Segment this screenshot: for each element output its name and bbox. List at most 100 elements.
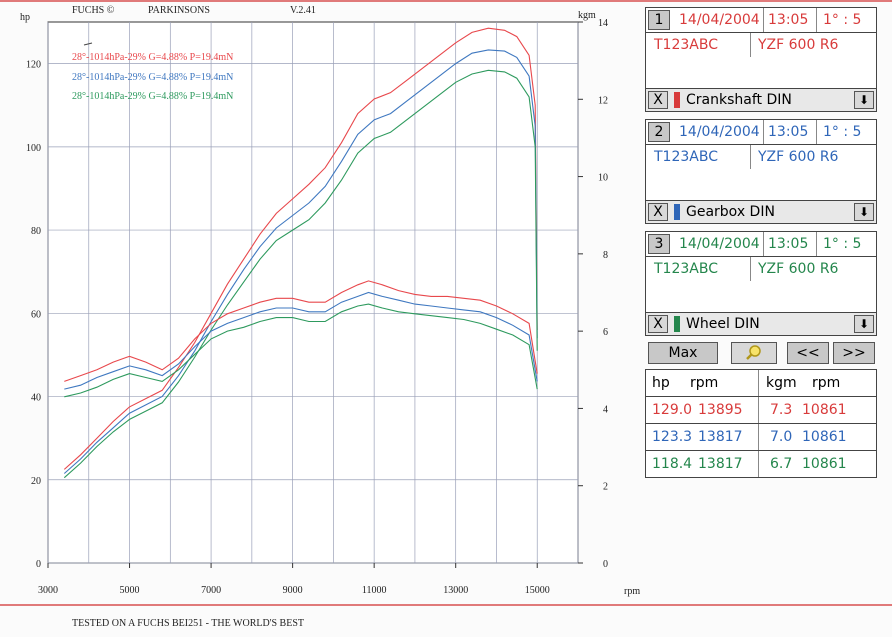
table-row: 123.3 13817 7.0 10861	[646, 423, 876, 450]
peak-kgm-rpm: 10861	[802, 402, 847, 418]
torque-curve-1	[64, 280, 538, 382]
y-right-tick-label: 8	[603, 250, 608, 261]
run-3-model: YZF 600 R6	[758, 261, 839, 277]
y-right-tick-label: 6	[603, 327, 608, 338]
y-left-tick-label: 20	[31, 476, 41, 487]
header-hp: hp	[652, 375, 670, 391]
magnifier-icon	[746, 345, 761, 360]
run-3-registration: T123ABC	[654, 261, 718, 277]
run-1-model: YZF 600 R6	[758, 37, 839, 53]
max-button[interactable]: Max	[648, 342, 718, 364]
legend-entry-2: 28°-1014hPa-29% G=4.88% P=19.4mN	[72, 72, 234, 83]
y-right-tick-label: 2	[603, 482, 608, 493]
run-1-header: 1 14/04/2004 13:05 1° : 5	[645, 7, 877, 33]
run-1-vehicle: T123ABC YZF 600 R6	[645, 33, 877, 59]
y-right-tick-label: 14	[598, 18, 608, 29]
run-3-color-swatch	[674, 316, 680, 332]
run-1-correction-select[interactable]: X Crankshaft DIN ⬇	[645, 88, 877, 112]
run-3-close-button[interactable]: X	[648, 315, 668, 333]
torque-curve-3	[64, 303, 538, 398]
x-tick-label: 7000	[201, 585, 221, 596]
chevron-down-icon[interactable]: ⬇	[854, 203, 874, 221]
run-1-notes	[645, 58, 877, 88]
run-3-date: 14/04/2004	[679, 236, 760, 252]
peak-hp: 118.4	[652, 456, 693, 472]
run-3-correction-label: Wheel DIN	[686, 316, 760, 332]
chevron-down-icon[interactable]: ⬇	[854, 315, 874, 333]
run-2-model: YZF 600 R6	[758, 149, 839, 165]
shop-label: PARKINSONS	[148, 5, 210, 16]
legend-mark	[83, 42, 93, 46]
peak-kgm-rpm: 10861	[802, 456, 847, 472]
run-1-correction-label: Crankshaft DIN	[686, 92, 792, 108]
run-1-gear: 1° : 5	[823, 12, 862, 28]
run-1-registration: T123ABC	[654, 37, 718, 53]
y-right-tick-label: 10	[598, 173, 608, 184]
run-2-select-button[interactable]: 2	[648, 122, 670, 142]
plot-frame	[47, 21, 579, 564]
run-3-header: 3 14/04/2004 13:05 1° : 5	[645, 231, 877, 257]
previous-button[interactable]: <<	[787, 342, 829, 364]
x-tick-label: 9000	[283, 585, 303, 596]
peak-hp-rpm: 13817	[698, 456, 743, 472]
run-2-registration: T123ABC	[654, 149, 718, 165]
run-2-close-button[interactable]: X	[648, 203, 668, 221]
next-button[interactable]: >>	[833, 342, 875, 364]
x-axis-title: rpm	[624, 586, 640, 597]
torque-curve-2	[64, 291, 538, 390]
header-rpm-power: rpm	[690, 375, 719, 391]
y-left-tick-label: 40	[31, 393, 41, 404]
peak-kgm: 7.3	[770, 402, 793, 418]
y-left-tick-label: 60	[31, 309, 41, 320]
run-3-time: 13:05	[768, 236, 809, 252]
run-3-correction-select[interactable]: X Wheel DIN ⬇	[645, 312, 877, 336]
run-1-select-button[interactable]: 1	[648, 10, 670, 30]
legend-entry-3: 28°-1014hPa-29% G=4.88% P=19.4mN	[72, 91, 234, 102]
peak-hp: 123.3	[652, 429, 693, 445]
top-rule	[0, 0, 892, 2]
power-curve-3	[63, 69, 538, 479]
run-3-select-button[interactable]: 3	[648, 234, 670, 254]
peak-table-header: hp rpm kgm rpm	[646, 370, 876, 396]
run-2-time: 13:05	[768, 124, 809, 140]
y-right-tick-label: 12	[598, 95, 608, 106]
y-left-tick-label: 120	[26, 60, 41, 71]
peak-kgm: 7.0	[770, 429, 793, 445]
run-2-correction-select[interactable]: X Gearbox DIN ⬇	[645, 200, 877, 224]
run-2-gear: 1° : 5	[823, 124, 862, 140]
x-tick-label: 11000	[362, 585, 387, 596]
power-curve-1	[63, 27, 538, 470]
peak-kgm: 6.7	[770, 456, 793, 472]
power-curve-2	[63, 49, 538, 474]
run-3-notes	[645, 282, 877, 312]
y-right-tick-label: 0	[603, 559, 608, 570]
y-left-axis-title: hp	[20, 12, 30, 23]
peak-table: hp rpm kgm rpm 129.0 13895 7.3 10861 123…	[645, 369, 877, 478]
y-right-axis-title: kgm	[578, 10, 596, 21]
footer-rule	[0, 604, 892, 606]
peak-hp-rpm: 13817	[698, 429, 743, 445]
run-1-time: 13:05	[768, 12, 809, 28]
run-2-date: 14/04/2004	[679, 124, 760, 140]
run-1-date: 14/04/2004	[679, 12, 760, 28]
footer-text: TESTED ON A FUCHS BEI251 - THE WORLD'S B…	[72, 618, 305, 629]
run-1-close-button[interactable]: X	[648, 91, 668, 109]
run-3-vehicle: T123ABC YZF 600 R6	[645, 257, 877, 283]
run-2-vehicle: T123ABC YZF 600 R6	[645, 145, 877, 171]
chevron-down-icon[interactable]: ⬇	[854, 91, 874, 109]
peak-hp: 129.0	[652, 402, 693, 418]
peak-hp-rpm: 13895	[698, 402, 743, 418]
run-3-gear: 1° : 5	[823, 236, 862, 252]
y-left-tick-label: 0	[36, 559, 41, 570]
run-2-header: 2 14/04/2004 13:05 1° : 5	[645, 119, 877, 145]
run-2-notes	[645, 170, 877, 200]
zoom-button[interactable]	[731, 342, 777, 364]
header-rpm-torque: rpm	[812, 375, 841, 391]
table-row: 129.0 13895 7.3 10861	[646, 396, 876, 423]
run-2-color-swatch	[674, 204, 680, 220]
run-1-color-swatch	[674, 92, 680, 108]
header-kgm: kgm	[766, 375, 797, 391]
y-left-tick-label: 100	[26, 143, 41, 154]
